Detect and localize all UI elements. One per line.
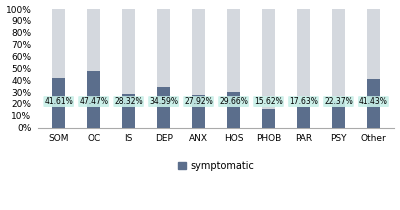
Bar	[87, 71, 100, 128]
Bar	[52, 78, 65, 128]
Bar	[332, 9, 345, 128]
Text: 22.37%: 22.37%	[324, 97, 353, 106]
Bar	[262, 109, 275, 128]
Bar	[192, 94, 205, 128]
Bar	[122, 9, 135, 128]
Text: 41.43%: 41.43%	[359, 97, 388, 106]
Text: 41.61%: 41.61%	[44, 97, 73, 106]
Text: 17.63%: 17.63%	[289, 97, 318, 106]
Legend: symptomatic: symptomatic	[174, 157, 258, 175]
Bar	[157, 9, 170, 128]
Bar	[52, 9, 65, 128]
Bar	[367, 79, 380, 128]
Bar	[332, 101, 345, 128]
Bar	[227, 9, 240, 128]
Bar	[157, 87, 170, 128]
Bar	[122, 94, 135, 128]
Text: 28.32%: 28.32%	[114, 97, 143, 106]
Bar	[262, 9, 275, 128]
Text: 27.92%: 27.92%	[184, 97, 213, 106]
Text: 47.47%: 47.47%	[79, 97, 108, 106]
Text: 15.62%: 15.62%	[254, 97, 283, 106]
Bar	[297, 107, 310, 128]
Bar	[87, 9, 100, 128]
Text: 34.59%: 34.59%	[149, 97, 178, 106]
Text: 29.66%: 29.66%	[219, 97, 248, 106]
Bar	[192, 9, 205, 128]
Bar	[297, 9, 310, 128]
Bar	[227, 92, 240, 128]
Bar	[367, 9, 380, 128]
